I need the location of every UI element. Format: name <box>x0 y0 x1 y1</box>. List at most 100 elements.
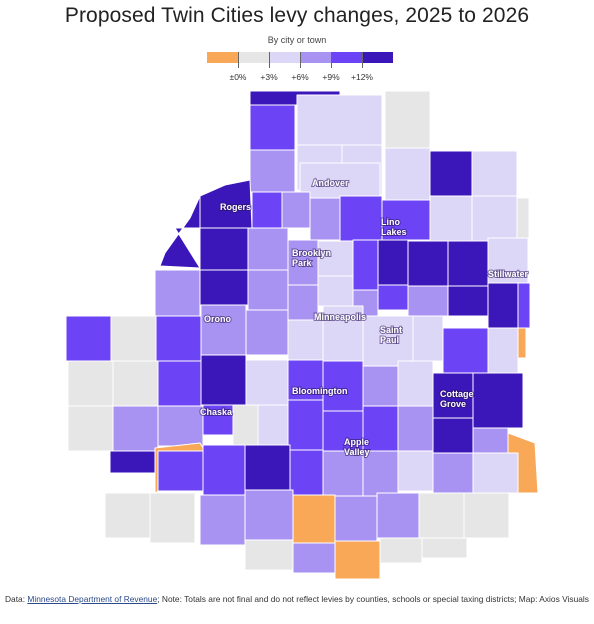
municipality <box>463 492 510 539</box>
municipality <box>362 315 414 367</box>
municipality <box>379 537 423 564</box>
municipality <box>247 227 289 271</box>
municipality <box>200 304 247 356</box>
municipality <box>251 191 283 229</box>
municipality <box>289 449 324 496</box>
municipality <box>287 239 319 286</box>
municipality <box>472 372 524 429</box>
municipality <box>67 360 114 407</box>
municipality <box>339 195 383 242</box>
legend-bar <box>207 52 393 63</box>
municipality <box>244 539 294 571</box>
municipality <box>232 404 259 446</box>
footer-source-note: Data: Minnesota Department of Revenue; N… <box>5 590 593 608</box>
municipality <box>517 282 531 329</box>
city-label-saint-paul: Saint Paul <box>380 325 402 345</box>
municipality <box>472 427 509 454</box>
municipality <box>249 104 296 151</box>
municipality <box>432 452 474 499</box>
municipality <box>317 240 354 277</box>
source-link[interactable]: Minnesota Department of Revenue <box>27 594 158 604</box>
municipality <box>154 269 201 321</box>
municipality <box>334 495 378 542</box>
legend-tick <box>362 52 363 68</box>
municipality <box>362 365 399 407</box>
legend-label: +3% <box>260 72 278 82</box>
municipality <box>516 197 530 239</box>
city-label-rogers: Rogers <box>220 202 251 212</box>
legend-swatch-0-3 <box>238 52 269 63</box>
municipality <box>447 285 489 317</box>
municipality <box>112 360 159 407</box>
city-label-chaska: Chaska <box>200 407 233 417</box>
municipality <box>292 494 336 544</box>
municipality <box>245 309 289 356</box>
municipality <box>309 197 341 241</box>
municipality <box>110 315 157 362</box>
municipality <box>244 444 291 491</box>
municipality <box>159 195 201 269</box>
legend-swatch-9-12 <box>331 52 362 63</box>
city-labels: Andover Rogers Lino Lakes Brooklyn Park St… <box>199 177 530 458</box>
municipality <box>112 405 159 452</box>
city-label-orono: Orono <box>204 314 231 324</box>
city-label-lino-lakes: Lino Lakes <box>381 217 407 237</box>
municipality <box>199 227 249 271</box>
municipality <box>104 492 151 539</box>
municipality <box>407 285 449 317</box>
map-title: Proposed Twin Cities levy changes, 2025 … <box>64 4 530 27</box>
municipality <box>292 542 336 574</box>
municipality <box>317 275 354 307</box>
city-label-brooklyn-park: Brooklyn Park <box>292 248 331 268</box>
municipality <box>67 405 114 452</box>
legend-tick <box>331 52 332 68</box>
municipality <box>384 90 431 149</box>
municipality <box>199 494 246 546</box>
municipality <box>334 540 381 580</box>
city-label-stillwater: Stillwater <box>488 269 529 279</box>
city-label-bloomington: Bloomington <box>292 386 348 396</box>
municipality <box>287 319 324 361</box>
city-label-apple-valley: Apple Valley <box>344 437 370 457</box>
municipality <box>377 284 409 311</box>
municipality <box>245 359 289 406</box>
municipality <box>471 195 518 242</box>
municipality <box>407 240 449 287</box>
legend-swatch-negative <box>207 52 238 63</box>
city-label-cottage-grove: Cottage Grove <box>440 389 474 409</box>
municipality <box>418 492 465 539</box>
municipality <box>397 360 434 407</box>
municipality <box>412 315 444 362</box>
map-subtitle: By city or town <box>267 35 327 45</box>
municipality <box>202 404 234 436</box>
municipality <box>157 450 204 492</box>
legend-tick <box>238 52 239 68</box>
municipality <box>244 489 294 541</box>
municipality <box>397 450 434 492</box>
municipality <box>155 315 202 362</box>
city-label-andover: Andover <box>312 178 349 188</box>
municipality <box>447 240 489 287</box>
municipality <box>257 404 289 446</box>
municipality <box>322 360 364 412</box>
legend-swatch-3-6 <box>269 52 300 63</box>
legend-label: +9% <box>322 72 340 82</box>
municipality <box>200 354 247 406</box>
legend: ±0% +3% +6% +9% +12% <box>207 52 393 86</box>
municipality <box>471 150 518 197</box>
municipality <box>287 399 324 451</box>
municipality <box>429 195 473 242</box>
municipality <box>517 327 527 359</box>
municipality <box>376 492 420 539</box>
municipality <box>299 162 381 199</box>
municipality <box>362 450 399 497</box>
legend-swatch-12-plus <box>362 52 393 63</box>
legend-tick <box>269 52 270 68</box>
municipality <box>421 537 468 559</box>
legend-tick <box>300 52 301 68</box>
footer-note: ; Note: Totals are not final and do not … <box>157 594 589 604</box>
municipality <box>199 269 249 306</box>
municipality <box>322 450 364 497</box>
municipality <box>377 239 409 286</box>
municipality <box>472 452 519 494</box>
